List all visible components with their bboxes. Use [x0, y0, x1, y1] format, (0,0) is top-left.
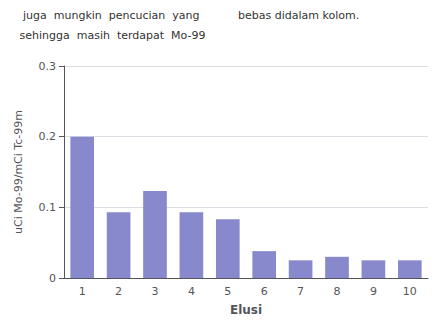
svg-text:8: 8 — [334, 285, 341, 298]
svg-text:7: 7 — [297, 285, 304, 298]
svg-text:6: 6 — [261, 285, 268, 298]
svg-text:0: 0 — [49, 272, 56, 285]
svg-text:uCi Mo-99/mCi Tc-99m: uCi Mo-99/mCi Tc-99m — [12, 110, 25, 234]
svg-text:0.1: 0.1 — [39, 201, 57, 214]
svg-text:3: 3 — [152, 285, 159, 298]
svg-text:sehingga masih terdapat Mo-: sehingga masih terdapat Mo-99 — [16, 29, 205, 42]
svg-text:4: 4 — [188, 285, 195, 298]
svg-text:2: 2 — [115, 285, 122, 298]
svg-text:0.2: 0.2 — [39, 130, 57, 143]
svg-text:9: 9 — [370, 285, 377, 298]
svg-text:bebas didalam kolom.: bebas didalam kolom. — [238, 9, 359, 22]
svg-text:10: 10 — [403, 285, 417, 298]
svg-text:0.3: 0.3 — [39, 60, 57, 73]
svg-text:5: 5 — [224, 285, 231, 298]
svg-text:juga mungkin pencucian yang: juga mungkin pencucian yang — [16, 9, 200, 22]
svg-text:1: 1 — [79, 285, 86, 298]
svg-text:Elusi: Elusi — [230, 303, 262, 317]
